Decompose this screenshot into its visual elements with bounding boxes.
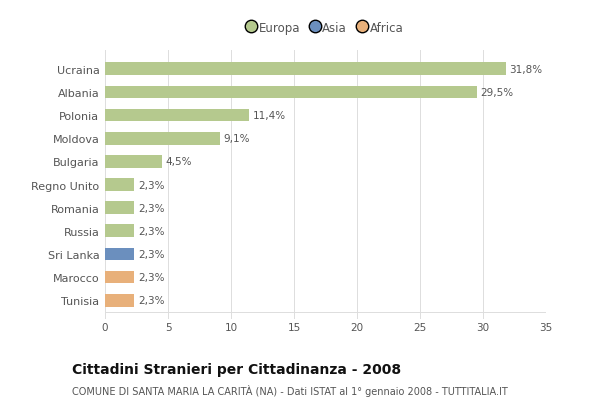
Text: 29,5%: 29,5%: [481, 88, 514, 98]
Text: COMUNE DI SANTA MARIA LA CARITÀ (NA) - Dati ISTAT al 1° gennaio 2008 - TUTTITALI: COMUNE DI SANTA MARIA LA CARITÀ (NA) - D…: [72, 384, 508, 396]
Text: 4,5%: 4,5%: [166, 157, 192, 167]
Legend: Europa, Asia, Africa: Europa, Asia, Africa: [243, 17, 408, 39]
Text: 11,4%: 11,4%: [253, 111, 286, 121]
Text: 2,3%: 2,3%: [138, 272, 164, 282]
Bar: [105, 86, 477, 99]
Text: 2,3%: 2,3%: [138, 296, 164, 306]
Text: 2,3%: 2,3%: [138, 180, 164, 190]
Bar: [105, 179, 134, 191]
Bar: [105, 63, 506, 76]
Text: 2,3%: 2,3%: [138, 226, 164, 236]
Bar: [105, 202, 134, 214]
Bar: [105, 225, 134, 238]
Text: 9,1%: 9,1%: [223, 134, 250, 144]
Text: 31,8%: 31,8%: [509, 65, 542, 74]
Text: 2,3%: 2,3%: [138, 203, 164, 213]
Bar: [105, 133, 220, 145]
Bar: [105, 271, 134, 284]
Bar: [105, 156, 162, 169]
Text: 2,3%: 2,3%: [138, 249, 164, 259]
Bar: [105, 294, 134, 307]
Bar: [105, 248, 134, 261]
Bar: [105, 110, 248, 122]
Text: Cittadini Stranieri per Cittadinanza - 2008: Cittadini Stranieri per Cittadinanza - 2…: [72, 362, 401, 376]
